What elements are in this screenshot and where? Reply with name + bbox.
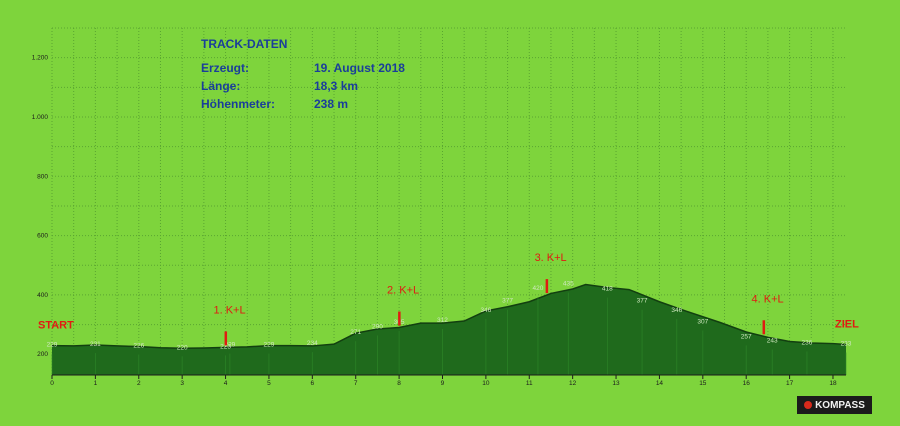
y-tick-label: 400 bbox=[37, 292, 48, 299]
elevation-value-label: 307 bbox=[697, 319, 708, 326]
x-tick-label: 1 bbox=[94, 380, 98, 387]
x-tick-label: 16 bbox=[743, 380, 751, 387]
elevation-area-fill bbox=[52, 284, 846, 375]
end-label: ZIEL bbox=[835, 318, 859, 330]
elevation-value-label: 231 bbox=[90, 341, 101, 348]
x-tick-label: 9 bbox=[441, 380, 445, 387]
x-tick-label: 14 bbox=[656, 380, 664, 387]
track-data-title: TRACK-DATEN bbox=[201, 37, 288, 51]
x-tick-label: 8 bbox=[397, 380, 401, 387]
x-tick-label: 18 bbox=[829, 380, 837, 387]
created-value: 19. August 2018 bbox=[314, 61, 405, 75]
elevation-value-label: 229 bbox=[47, 342, 58, 349]
x-tick-label: 12 bbox=[569, 380, 577, 387]
elevation-value-label: 226 bbox=[133, 343, 144, 350]
checkpoint-marker bbox=[545, 279, 549, 294]
kompass-logo-text: KOMPASS bbox=[815, 399, 865, 411]
x-tick-label: 6 bbox=[311, 380, 315, 387]
checkpoint-marker bbox=[224, 331, 228, 346]
length-label: Länge: bbox=[201, 79, 241, 93]
elevation-value-label: 290 bbox=[372, 324, 383, 331]
x-tick-label: 3 bbox=[180, 380, 184, 387]
created-label: Erzeugt: bbox=[201, 61, 249, 75]
checkpoint-label: 3. K+L bbox=[535, 252, 567, 264]
x-tick-label: 11 bbox=[526, 380, 533, 387]
x-tick-label: 17 bbox=[786, 380, 794, 387]
elevation-value-label: 243 bbox=[767, 337, 778, 344]
elevation-value-label: 420 bbox=[533, 285, 544, 292]
elevation-gain-label: Höhenmeter: bbox=[201, 97, 276, 111]
x-tick-label: 10 bbox=[482, 380, 490, 387]
start-label: START bbox=[38, 320, 74, 332]
kompass-logo-icon bbox=[804, 401, 813, 409]
elevation-profile-line bbox=[51, 283, 847, 350]
elevation-gain-value: 238 m bbox=[314, 97, 349, 111]
checkpoint-label: 1. K+L bbox=[213, 304, 245, 316]
elevation-value-label: 234 bbox=[307, 340, 318, 347]
checkpoint-label: 4. K+L bbox=[752, 293, 784, 305]
x-tick-label: 0 bbox=[50, 380, 54, 387]
elevation-value-label: 257 bbox=[741, 333, 752, 340]
elevation-value-label: 346 bbox=[480, 307, 491, 314]
elevation-value-label: 229 bbox=[264, 342, 275, 349]
checkpoint-marker bbox=[398, 311, 401, 326]
checkpoint-marker bbox=[762, 320, 766, 335]
kompass-logo: KOMPASS bbox=[797, 396, 872, 414]
checkpoint-markers: 1. K+L 2. K+L 3. K+L 4. K+L START ZIEL bbox=[38, 252, 859, 346]
x-tick-label: 7 bbox=[354, 380, 358, 387]
y-tick-label: 600 bbox=[37, 233, 48, 240]
elevation-profile-area bbox=[51, 283, 847, 375]
checkpoint-label: 2. K+L bbox=[387, 285, 419, 297]
x-tick-label: 4 bbox=[224, 380, 228, 387]
y-tick-label: 800 bbox=[37, 173, 48, 180]
x-tick-label: 5 bbox=[267, 380, 271, 387]
chart-axes: 0 1 2 3 4 5 6 7 8 9 10 11 12 13 14 15 16 17 18200400600800… bbox=[32, 55, 846, 387]
x-tick-label: 2 bbox=[137, 380, 141, 387]
elevation-value-label: 229 bbox=[224, 342, 235, 349]
x-tick-label: 13 bbox=[612, 380, 620, 387]
y-tick-label: 200 bbox=[37, 351, 48, 358]
elevation-value-label: 223 bbox=[220, 343, 231, 350]
elevation-value-label: 271 bbox=[350, 329, 361, 336]
elevation-value-label: 435 bbox=[563, 281, 574, 288]
elevation-value-label: 418 bbox=[602, 286, 613, 293]
elevation-value-label: 236 bbox=[802, 340, 813, 347]
length-value: 18,3 km bbox=[314, 79, 359, 93]
y-tick-label: 1.200 bbox=[32, 55, 49, 62]
elevation-value-label: 220 bbox=[177, 344, 188, 351]
elevation-value-label: 346 bbox=[671, 307, 682, 314]
elevation-value-label: 377 bbox=[502, 298, 513, 305]
y-tick-label: 1.000 bbox=[32, 114, 49, 121]
elevation-value-label: 233 bbox=[841, 340, 852, 347]
elevation-value-label: 312 bbox=[437, 317, 448, 324]
x-tick-label: 15 bbox=[699, 380, 707, 387]
elevation-value-label: 377 bbox=[637, 298, 648, 305]
